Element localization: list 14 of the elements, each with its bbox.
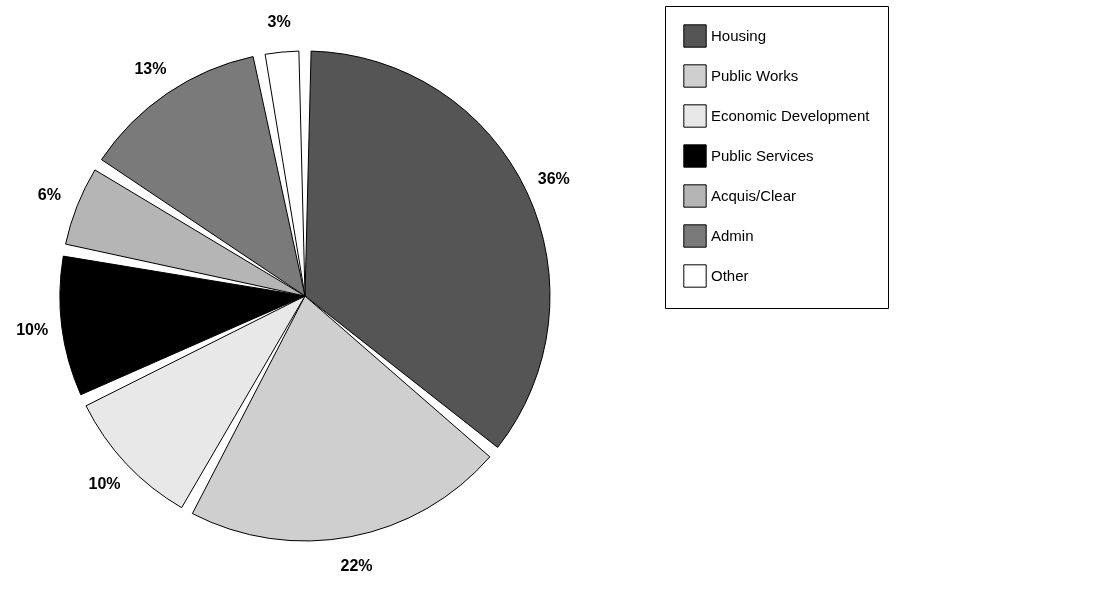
data-label: 13% [134,59,167,77]
data-label: 10% [16,321,49,339]
data-label: 10% [88,475,121,493]
legend-label: Other [711,267,749,284]
data-label: 3% [267,13,291,31]
legend-label: Admin [711,227,754,244]
legend-label: Public Services [711,147,814,164]
data-label: 6% [37,185,61,203]
legend-label: Acquis/Clear [711,187,797,204]
data-label: 36% [537,169,570,187]
legend-label: Economic Development [711,107,871,124]
legend-label: Housing [711,27,767,44]
legend-label: Public Works [711,67,799,84]
data-label: 22% [340,557,373,575]
